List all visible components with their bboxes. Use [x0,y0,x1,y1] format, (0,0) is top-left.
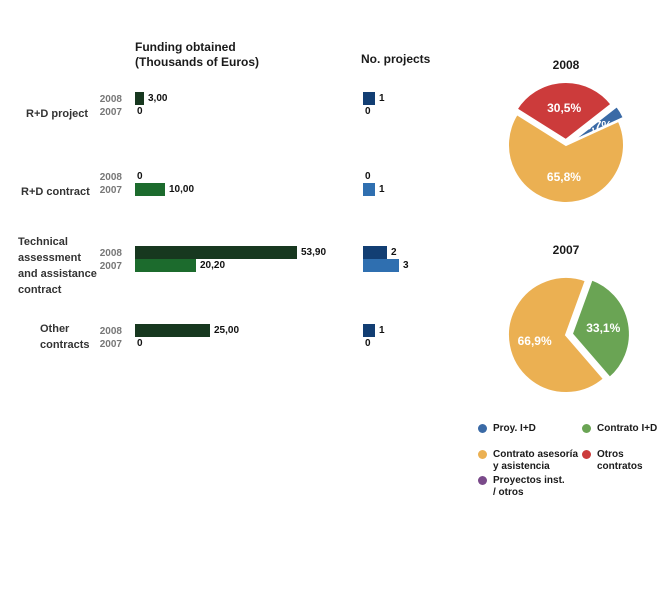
pie-chart-2008: 3,7%65,8%30,5% [507,81,626,204]
year-2007-row2: 2007 [99,185,122,196]
funding-value-label: 3,00 [148,93,168,104]
year-2007-row1: 2007 [99,107,122,118]
legend-label: Contrato asesoría y asistencia [493,449,579,472]
funding-value-label: 10,00 [169,184,195,195]
projects-bar-2008 [363,92,375,105]
projects-value-label: 1 [379,93,385,104]
projects-value-label: 0 [365,106,371,117]
projects-bar-2008 [363,246,387,259]
pie-slice-label: 66,9% [518,334,552,348]
legend-swatch [478,424,487,433]
projects-bar-2007 [363,259,399,272]
funding-bar-2008 [135,246,297,259]
funding-bar-2008 [135,92,144,105]
row-label-technical-assessment: Technical assessment and assistance cont… [18,236,97,296]
pie-slice [507,276,606,394]
funding-value-label: 0 [137,338,143,349]
legend-label: Otros contratos [597,449,643,472]
pie-slice-label: 30,5% [547,101,581,115]
legend-item-proy-id: Proy. I+D [478,423,536,435]
funding-value-label: 25,00 [214,325,240,336]
pie-2007-title: 2007 [552,243,580,257]
year-2008-row2: 2008 [99,172,122,183]
legend-item-proyectos-inst: Proyectos inst. / otros [478,475,565,499]
legend-swatch [582,450,591,459]
row-label-other-contracts: Other contracts [40,323,90,351]
year-2008-row4: 2008 [99,326,122,337]
legend-item-contrato-asesoria: Contrato asesoría y asistencia [478,449,578,473]
year-2008-row3: 2008 [99,248,122,259]
pie-slice [507,112,625,204]
legend-swatch [582,424,591,433]
legend-swatch [478,476,487,485]
funding-value-label: 53,90 [301,247,327,258]
pie-2008-title: 2008 [552,58,580,72]
projects-value-label: 1 [379,184,385,195]
legend-swatch [478,450,487,459]
projects-header: No. projects [361,52,431,66]
year-2007-row4: 2007 [99,339,122,350]
funding-value-label: 20,20 [200,260,226,271]
projects-bar-2007 [363,183,375,196]
legend-item-otros-contratos: Otros contratos [582,449,643,473]
pie-slice-label: 65,8% [547,170,581,184]
row-label-rd-contract: R+D contract [21,186,90,198]
legend-label: Proy. I+D [493,423,536,434]
funding-bar-2007 [135,259,196,272]
year-2007-row3: 2007 [99,261,122,272]
pie-slice [515,81,613,142]
funding-bar-2008 [135,324,210,337]
funding-value-label: 0 [137,171,143,182]
pie-slice [570,104,626,143]
projects-value-label: 2 [391,247,397,258]
row-label-rd-project: R+D project [26,108,89,120]
legend-label: Contrato I+D [597,423,658,434]
funding-value-label: 0 [137,106,143,117]
pie-slice [570,278,631,380]
funding-bar-2007 [135,183,165,196]
projects-value-label: 1 [379,325,385,336]
projects-value-label: 3 [403,260,409,271]
legend-item-contrato-id: Contrato I+D [582,423,657,435]
projects-bar-2008 [363,324,375,337]
pie-chart-2007: 33,1% 66,9% [507,276,631,394]
legend-label: Proyectos inst. / otros [493,475,565,498]
pie-slice-label: 33,1% [586,321,620,335]
year-2008-row1: 2008 [99,94,122,105]
projects-value-label: 0 [365,171,371,182]
funding-header: Funding obtained (Thousands of Euros) [135,40,259,69]
projects-value-label: 0 [365,338,371,349]
